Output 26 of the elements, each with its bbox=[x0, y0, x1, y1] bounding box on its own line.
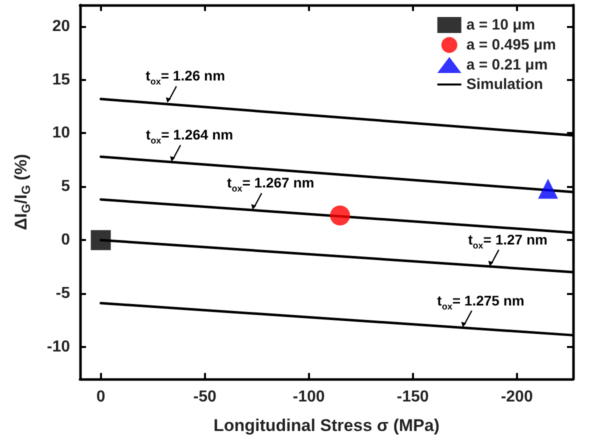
annotation: t$_{ox}$= 1.26 nm bbox=[146, 68, 226, 87]
annotation: t$_{ox}$= 1.27 nm bbox=[468, 231, 548, 250]
point bbox=[538, 178, 558, 199]
y-tick-label: 20 bbox=[52, 18, 70, 35]
x-tick-label: -50 bbox=[193, 388, 216, 406]
legend-label: Simulation bbox=[466, 76, 544, 93]
y-tick-label: 15 bbox=[52, 71, 70, 88]
y-tick-label: 5 bbox=[61, 178, 70, 196]
legend-label: a = 0.21 μm bbox=[466, 56, 548, 74]
annotation: t$_{ox}$= 1.264 nm bbox=[146, 126, 234, 146]
annotation: t$_{ox}$= 1.275 nm bbox=[437, 292, 524, 312]
x-tick-label: 0 bbox=[96, 388, 106, 406]
x-tick-label: -150 bbox=[396, 388, 429, 406]
y-tick-label: -5 bbox=[56, 285, 70, 302]
y-tick-label: 10 bbox=[52, 124, 70, 142]
point bbox=[330, 206, 350, 226]
y-tick-label: -10 bbox=[46, 338, 70, 356]
annotation: t$_{ox}$= 1.267 nm bbox=[227, 174, 314, 194]
legend-label: a = 0.495 μm bbox=[466, 36, 556, 54]
x-tick-label: -200 bbox=[500, 388, 533, 406]
point bbox=[90, 230, 111, 250]
x-axis-title: Longitudinal Stress σ (MPa) bbox=[213, 416, 440, 435]
y-axis-title: ΔIG/IG (%) bbox=[12, 154, 33, 230]
x-tick-label: -100 bbox=[292, 388, 325, 406]
legend-label: a = 10 μm bbox=[466, 16, 536, 34]
y-tick-label: 0 bbox=[61, 232, 70, 249]
